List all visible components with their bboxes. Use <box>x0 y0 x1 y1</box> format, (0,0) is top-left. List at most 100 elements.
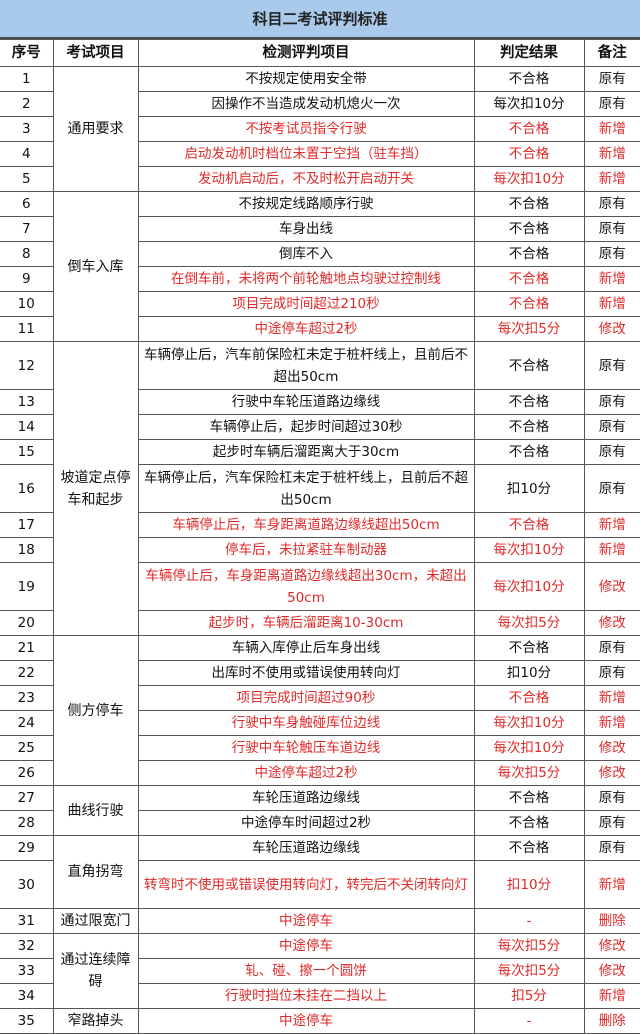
row-number: 20 <box>0 610 54 636</box>
header-result: 判定结果 <box>473 39 585 67</box>
note: 原有 <box>583 835 640 861</box>
check-item: 起步时，车辆后溜距离10-30cm <box>137 610 475 636</box>
check-item: 不按考试员指令行驶 <box>137 116 475 142</box>
table-row: 24 行驶中车身触碰库位边线 每次扣10分 新增 <box>0 710 640 736</box>
exam-item-group: 通用要求 <box>52 66 139 192</box>
result: 扣5分 <box>473 983 585 1009</box>
row-number: 16 <box>0 464 54 513</box>
check-item: 启动发动机时档位未置于空挡（驻车挡） <box>137 141 475 167</box>
row-number: 15 <box>0 439 54 465</box>
exam-item-group: 直角拐弯 <box>52 835 139 909</box>
table-row: 12 坡道定点停车和起步 车辆停止后，汽车前保险杠未定于桩杆线上，且前后不超出50c… <box>0 341 640 636</box>
result: 扣10分 <box>473 464 585 513</box>
note: 删除 <box>583 1008 640 1034</box>
note: 修改 <box>583 933 640 959</box>
check-item: 车轮压道路边缘线 <box>137 785 475 811</box>
table-row: 29 直角拐弯 车轮压道路边缘线 不合格 原有 <box>0 835 640 909</box>
table-row: 17 车辆停止后，车身距离道路边缘线超出50cm 不合格 新增 <box>0 512 640 538</box>
check-item: 出库时不使用或错误使用转向灯 <box>137 660 475 686</box>
note: 原有 <box>583 66 640 92</box>
table-row: 19 车辆停止后，车身距离道路边缘线超出30cm，未超出50cm 每次扣10分 修改 <box>0 562 640 611</box>
row-number: 7 <box>0 216 54 242</box>
note: 修改 <box>583 562 640 611</box>
note: 删除 <box>583 908 640 934</box>
check-item: 车身出线 <box>137 216 475 242</box>
check-item: 中途停车时间超过2秒 <box>137 810 475 836</box>
table-row: 14 车辆停止后，起步时间超过30秒 不合格 原有 <box>0 414 640 440</box>
check-item: 车辆停止后，起步时间超过30秒 <box>137 414 475 440</box>
result: 不合格 <box>473 341 585 390</box>
table-row: 34 行驶时挡位未挂在二挡以上 扣5分 新增 <box>0 983 640 1009</box>
exam-item-group: 侧方停车 <box>52 635 139 786</box>
table-row: 8 倒库不入 不合格 原有 <box>0 241 640 267</box>
check-item: 行驶中车轮压道路边缘线 <box>137 389 475 415</box>
check-item: 车辆停止后，车身距离道路边缘线超出50cm <box>137 512 475 538</box>
result: - <box>473 1008 585 1034</box>
result: 不合格 <box>473 241 585 267</box>
result: 每次扣10分 <box>473 735 585 761</box>
header-exam-item: 考试项目 <box>52 39 139 67</box>
row-number: 30 <box>0 860 54 909</box>
note: 原有 <box>583 341 640 390</box>
note: 新增 <box>583 141 640 167</box>
result: - <box>473 908 585 934</box>
check-item: 停车后，未拉紧驻车制动器 <box>137 537 475 563</box>
table-row: 20 起步时，车辆后溜距离10-30cm 每次扣5分 修改 <box>0 610 640 636</box>
result: 不合格 <box>473 785 585 811</box>
note: 原有 <box>583 414 640 440</box>
row-number: 8 <box>0 241 54 267</box>
check-item: 不按规定使用安全带 <box>137 66 475 92</box>
result: 不合格 <box>473 141 585 167</box>
result: 不合格 <box>473 439 585 465</box>
check-item: 转弯时不使用或错误使用转向灯，转完后不关闭转向灯 <box>137 860 475 909</box>
result: 不合格 <box>473 291 585 317</box>
row-number: 33 <box>0 958 54 984</box>
header-check-item: 检测评判项目 <box>137 39 475 67</box>
table-row: 27 曲线行驶 车轮压道路边缘线 不合格 原有 <box>0 785 640 836</box>
row-number: 3 <box>0 116 54 142</box>
check-item: 发动机启动后，不及时松开启动开关 <box>137 166 475 192</box>
note: 修改 <box>583 610 640 636</box>
table-body: 1 通用要求 不按规定使用安全带 不合格 原有 2 因操作不当造成发动机熄火一次 每次扣10分… <box>0 66 640 1034</box>
row-number: 18 <box>0 537 54 563</box>
result: 不合格 <box>473 512 585 538</box>
row-number: 10 <box>0 291 54 317</box>
row-number: 34 <box>0 983 54 1009</box>
result: 每次扣10分 <box>473 537 585 563</box>
exam-item-group: 通过限宽门 <box>52 908 139 934</box>
row-number: 11 <box>0 316 54 342</box>
row-number: 24 <box>0 710 54 736</box>
row-number: 28 <box>0 810 54 836</box>
check-item: 行驶中车身触碰库位边线 <box>137 710 475 736</box>
check-item: 车轮压道路边缘线 <box>137 835 475 861</box>
check-item: 车辆停止后，车身距离道路边缘线超出30cm，未超出50cm <box>137 562 475 611</box>
row-number: 35 <box>0 1008 54 1034</box>
table-row: 1 通用要求 不按规定使用安全带不合格 原有 <box>0 66 640 192</box>
check-item: 中途停车 <box>137 908 475 934</box>
result: 不合格 <box>473 835 585 861</box>
exam-item-group: 坡道定点停车和起步 <box>52 341 139 636</box>
note: 修改 <box>583 316 640 342</box>
table-row: 30 转弯时不使用或错误使用转向灯，转完后不关闭转向灯 扣10分 新增 <box>0 860 640 909</box>
result: 每次扣10分 <box>473 166 585 192</box>
standards-table: 序号 考试项目 检测评判项目 判定结果 备注 1 通用要求 不按规定使用安全带 不合格… <box>0 39 640 1034</box>
note: 修改 <box>583 760 640 786</box>
row-number: 26 <box>0 760 54 786</box>
table-row: 23 项目完成时间超过90秒 不合格 新增 <box>0 685 640 711</box>
check-item: 中途停车 <box>137 1008 475 1034</box>
table-row: 35 窄路掉头 中途停车 - 删除 <box>0 1008 640 1034</box>
header-note: 备注 <box>583 39 640 67</box>
result: 每次扣5分 <box>473 610 585 636</box>
table-row: 31 通过限宽门 中途停车 - 删除 <box>0 908 640 934</box>
check-item: 车辆停止后，汽车保险杠未定于桩杆线上，且前后不超出50cm <box>137 464 475 513</box>
result: 不合格 <box>473 116 585 142</box>
note: 原有 <box>583 439 640 465</box>
row-number: 6 <box>0 191 54 217</box>
row-number: 23 <box>0 685 54 711</box>
row-number: 4 <box>0 141 54 167</box>
result: 不合格 <box>473 810 585 836</box>
row-number: 1 <box>0 66 54 92</box>
row-number: 13 <box>0 389 54 415</box>
result: 不合格 <box>473 389 585 415</box>
result: 不合格 <box>473 414 585 440</box>
